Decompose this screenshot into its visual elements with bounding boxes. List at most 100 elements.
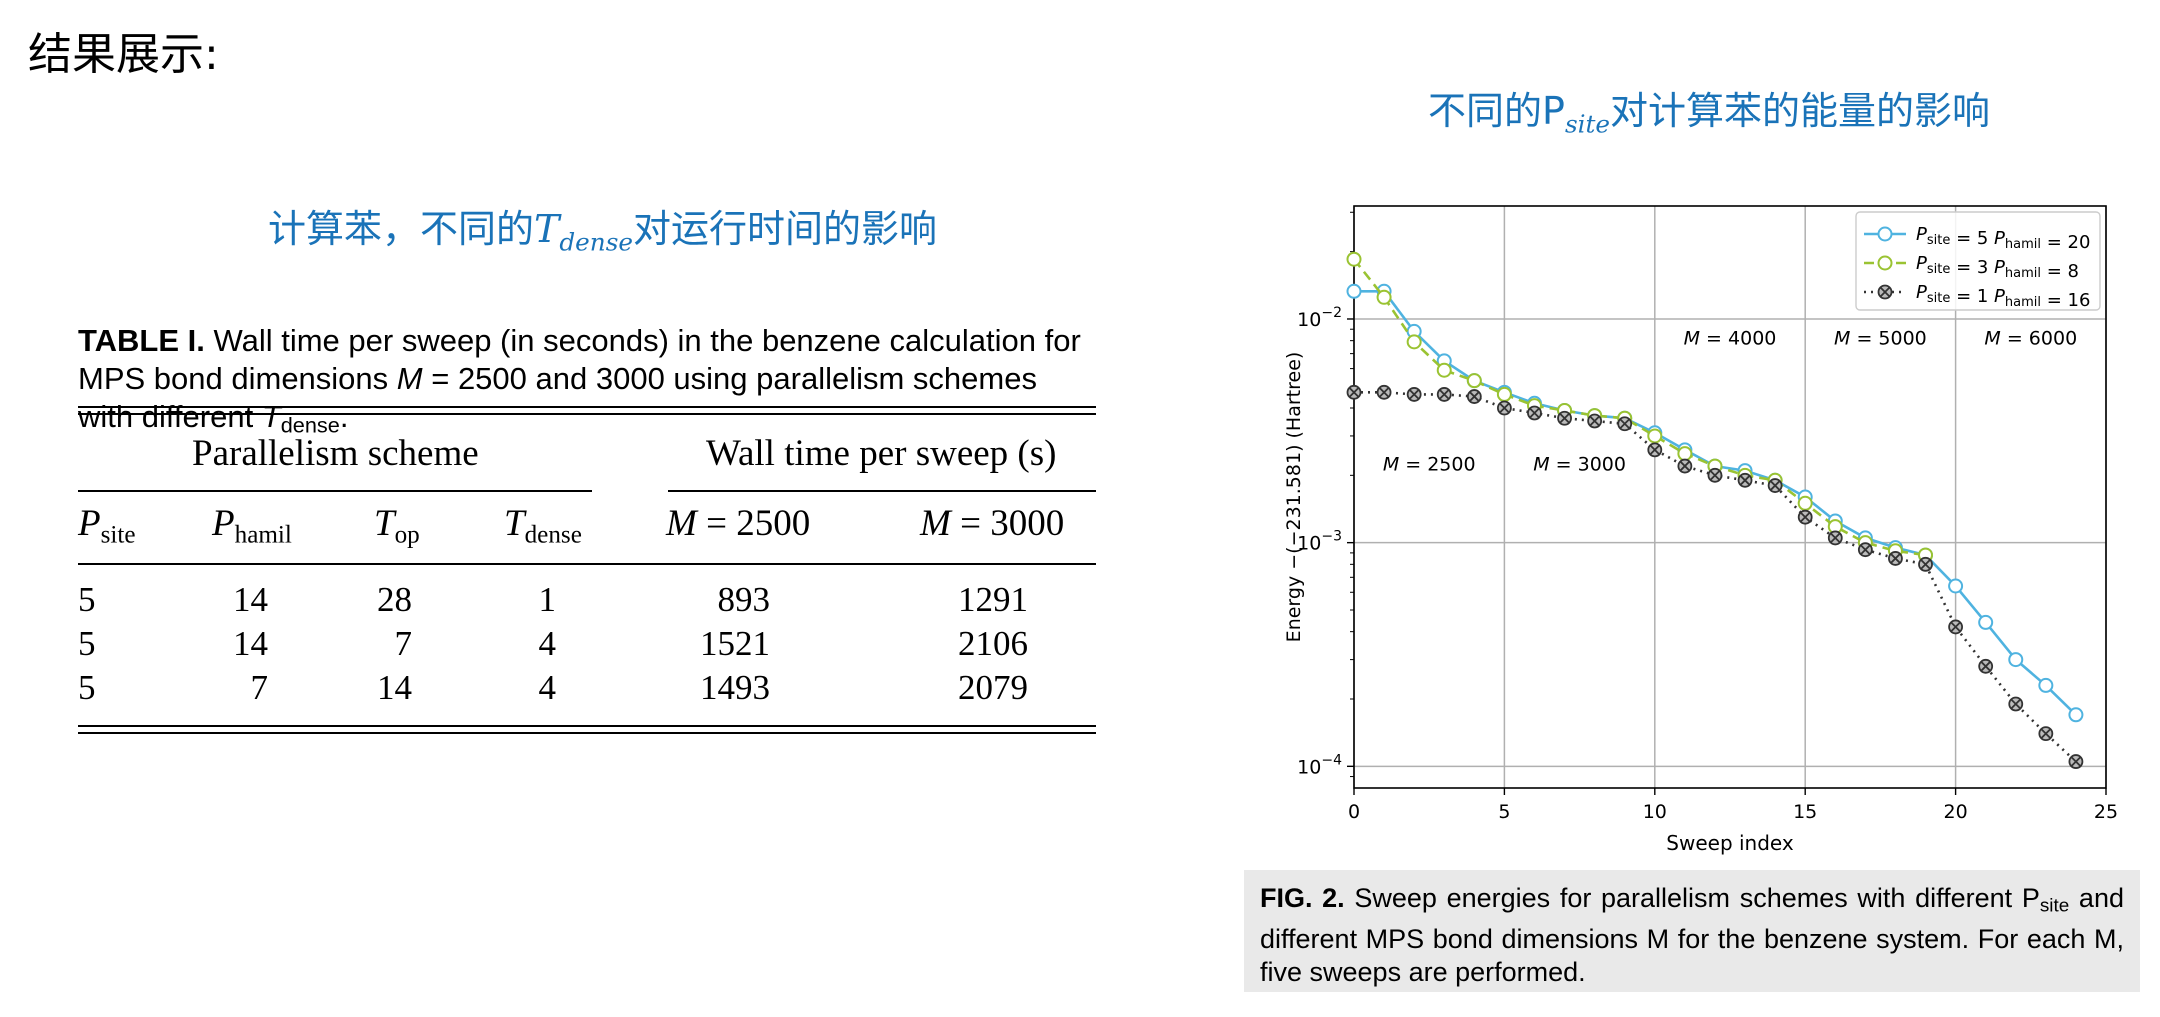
- data-point-cross: [1890, 553, 1901, 564]
- data-point-cross: [1879, 286, 1891, 298]
- data-point-cross: [1529, 407, 1540, 419]
- data-point-cross: [1649, 444, 1660, 455]
- y-tick-label: 10−3: [1297, 529, 1342, 555]
- column-header: M = 3000: [920, 502, 1064, 545]
- series-line: [1354, 290, 2077, 716]
- caption-text: Wall time per sweep (in seconds) in the …: [78, 323, 1081, 396]
- x-tick-label: 10: [1643, 801, 1667, 823]
- column-header-symbol: P: [78, 503, 101, 544]
- series-1: [1346, 283, 2084, 723]
- data-point: [1677, 446, 1693, 462]
- figure-heading: 不同的Psite对计算苯的能量的影响: [1428, 80, 1990, 139]
- data-point: [1346, 283, 1362, 299]
- caption-text: = 2500 and 3000 using parallelism scheme…: [78, 361, 1037, 434]
- data-point: [1406, 334, 1422, 350]
- caption-text: and different MPS bond dimensions M for …: [1260, 883, 2124, 987]
- heading-suffix: 对计算苯的能量的影响: [1610, 89, 1991, 133]
- table-cell: 2079: [958, 668, 1028, 707]
- x-tick-label: 25: [2094, 801, 2118, 823]
- table-cell: 5: [78, 624, 96, 663]
- series-line: [1352, 258, 1926, 557]
- column-header-symbol: P: [212, 503, 235, 544]
- legend-box: [1855, 211, 2101, 311]
- table-top-rule: [78, 406, 1096, 408]
- data-point-cross: [1920, 559, 1931, 570]
- table-cell: 14: [233, 624, 268, 663]
- legend-label: Psite = 5 Phamil = 20: [1916, 224, 2090, 253]
- data-point-cross: [1619, 418, 1630, 429]
- data-point-cross: [1980, 661, 1991, 672]
- column-header: M = 2500: [666, 502, 810, 545]
- annotation-label: M = 2500: [1383, 454, 1476, 476]
- table-heading: 计算苯，不同的Tdense对运行时间的影响: [268, 198, 937, 257]
- table-cell: 7: [394, 624, 413, 663]
- data-point-cross: [1739, 475, 1751, 486]
- table-bottom-rule: [78, 732, 1096, 734]
- table-cell: 14: [377, 668, 412, 707]
- table-cell: 1521: [700, 624, 770, 663]
- heading-suffix: 对运行时间的影响: [632, 207, 937, 251]
- table-cell: 14: [233, 580, 268, 619]
- x-tick-label: 5: [1498, 801, 1510, 823]
- data-point-cross: [1469, 391, 1480, 402]
- data-point-cross: [1800, 512, 1811, 523]
- heading-subscript: dense: [559, 227, 633, 257]
- caption-t-sub: dense: [280, 412, 340, 438]
- table-cell: 1291: [958, 580, 1028, 619]
- y-tick-label: 10−4: [1297, 752, 1342, 778]
- group-rule-right: [668, 490, 1096, 492]
- heading-prefix: 计算苯，不同的: [268, 207, 535, 251]
- data-point-cross: [1409, 389, 1420, 400]
- data-point: [1346, 251, 1362, 267]
- figure-caption: FIG. 2. Sweep energies for parallelism s…: [1244, 870, 2140, 992]
- legend-entry: Psite = 5 Phamil = 20: [1864, 224, 2090, 253]
- table-cell: 4: [538, 668, 557, 707]
- annotation-label: M = 5000: [1834, 327, 1927, 349]
- data-point-cross: [1559, 413, 1570, 424]
- data-point-cross: [1439, 389, 1450, 400]
- data-point: [1496, 386, 1512, 402]
- data-point: [1797, 495, 1813, 511]
- column-header-subscript: site: [100, 521, 136, 549]
- column-header-subscript: hamil: [234, 521, 292, 549]
- data-point-cross: [1378, 387, 1390, 398]
- column-header: Phamil: [212, 502, 292, 550]
- table-caption-label: TABLE I.: [78, 323, 205, 358]
- header-rule: [78, 563, 1096, 565]
- legend-label: Psite = 1 Phamil = 16: [1916, 282, 2090, 311]
- data-point-cross: [2040, 728, 2051, 739]
- data-point-cross: [1860, 544, 1871, 555]
- column-header-value: = 3000: [950, 503, 1065, 544]
- data-point-cross: [1499, 402, 1510, 414]
- series-3: [1346, 384, 2084, 769]
- data-point-cross: [2070, 756, 2082, 767]
- section-title: 结果展示:: [28, 29, 219, 80]
- annotation-label: M = 3000: [1533, 454, 1626, 476]
- column-header-subscript: op: [394, 521, 420, 549]
- data-point: [2068, 707, 2084, 723]
- table-cell: 1493: [700, 668, 770, 707]
- caption-text: Sweep energies for parallelism schemes w…: [1344, 883, 2040, 913]
- column-header-value: = 2500: [696, 503, 811, 544]
- x-axis-label: Sweep index: [1666, 831, 1794, 855]
- energy-chart: 0 5 10 15 20 25 10−2 10−3 10−4 Sweep index Energy …: [1283, 205, 2118, 855]
- x-tick-label: 15: [1793, 801, 1817, 823]
- x-tick-label: 0: [1348, 801, 1360, 823]
- table-cell: 7: [250, 668, 269, 707]
- data-point: [1466, 373, 1482, 389]
- column-header-symbol: M: [920, 503, 951, 544]
- column-header: Top: [374, 502, 420, 550]
- data-point-cross: [1709, 470, 1721, 481]
- column-header: Psite: [78, 502, 136, 550]
- caption-sub: site: [2039, 895, 2070, 917]
- heading-symbol: P: [1542, 89, 1565, 133]
- group-header-walltime: Wall time per sweep (s): [706, 433, 1057, 474]
- caption-m: M: [396, 361, 423, 396]
- annotation-label: M = 4000: [1684, 327, 1777, 349]
- data-point: [1877, 226, 1893, 242]
- heading-prefix: 不同的: [1428, 89, 1543, 133]
- data-point-cross: [2010, 698, 2021, 710]
- legend-label: Psite = 3 Phamil = 8: [1916, 253, 2079, 282]
- table-cell: 28: [377, 580, 412, 619]
- data-point: [1978, 614, 1994, 630]
